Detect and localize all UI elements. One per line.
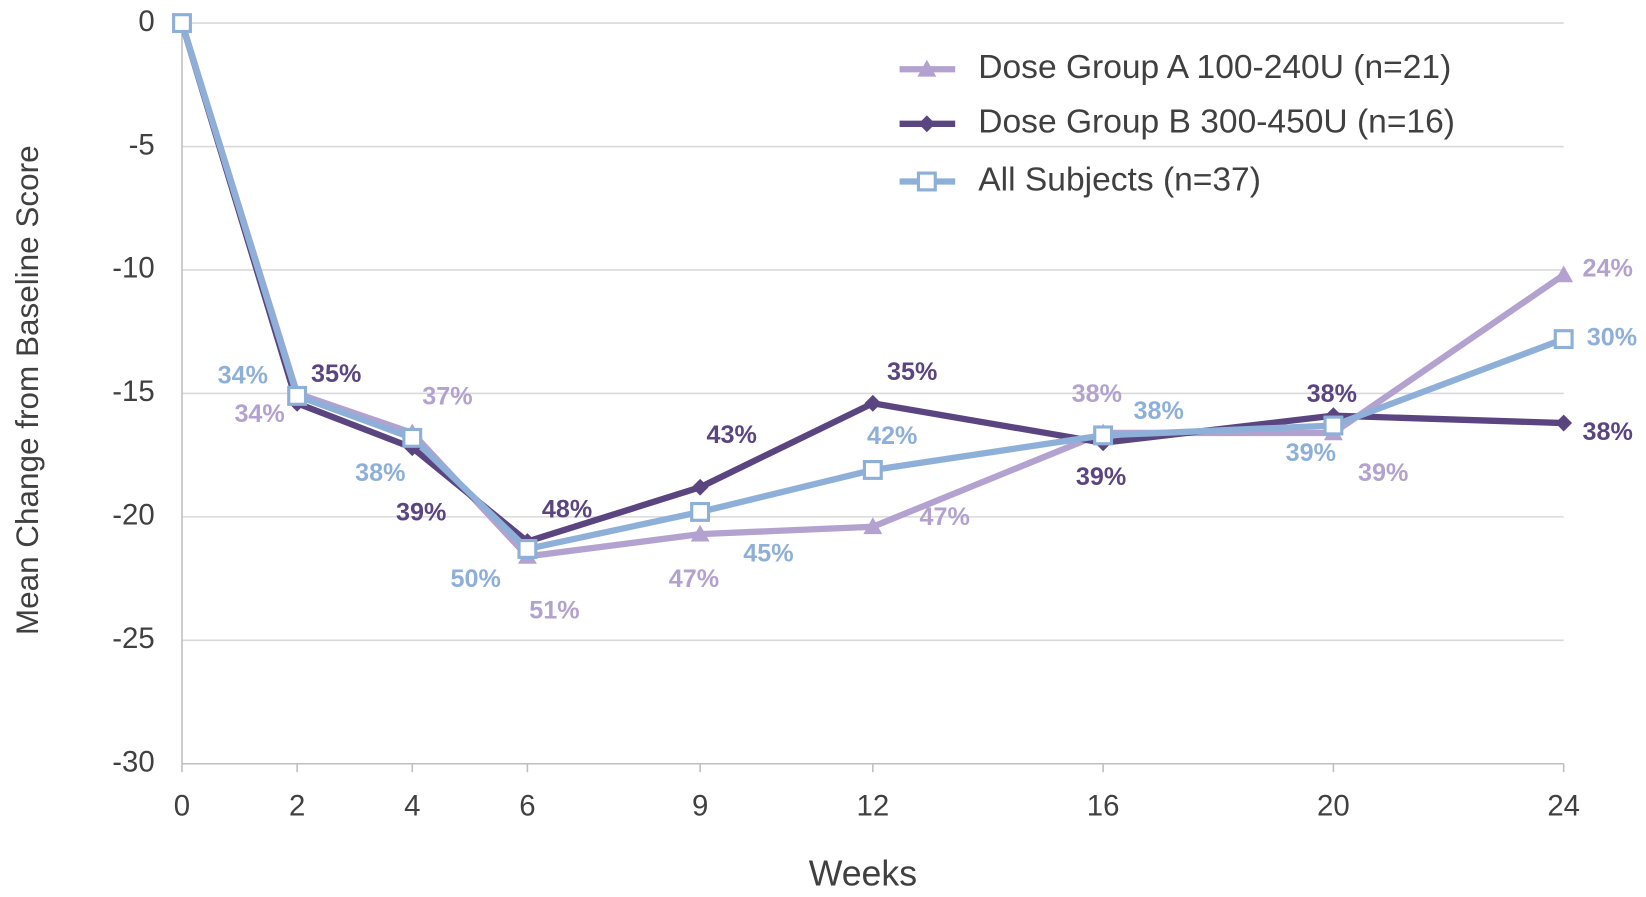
data-point bbox=[1093, 425, 1114, 446]
y-tick-label: -25 bbox=[112, 622, 154, 655]
legend-marker bbox=[917, 59, 937, 77]
y-tick-label: -5 bbox=[129, 128, 155, 161]
point-label: 37% bbox=[422, 382, 472, 410]
point-label: 35% bbox=[311, 360, 361, 388]
point-label: 34% bbox=[234, 400, 284, 428]
y-tick-label: 0 bbox=[138, 5, 154, 38]
legend-label: Dose Group B 300-450U (n=16) bbox=[978, 104, 1455, 141]
x-tick-label: 24 bbox=[1547, 790, 1580, 823]
point-label: 38% bbox=[355, 459, 405, 487]
x-tick-label: 9 bbox=[692, 790, 708, 823]
point-label: 39% bbox=[1358, 459, 1408, 487]
point-label: 50% bbox=[451, 565, 501, 593]
data-point bbox=[1555, 414, 1573, 432]
point-label: 51% bbox=[529, 596, 579, 624]
point-label: 38% bbox=[1134, 397, 1184, 425]
point-label: 38% bbox=[1307, 380, 1357, 408]
data-point bbox=[517, 538, 538, 559]
data-point bbox=[864, 394, 882, 412]
y-tick-label: -30 bbox=[112, 746, 154, 779]
x-tick-label: 6 bbox=[519, 790, 535, 823]
legend-label: Dose Group A 100-240U (n=21) bbox=[978, 49, 1451, 86]
x-tick-label: 12 bbox=[856, 790, 889, 823]
y-tick-label: -20 bbox=[112, 499, 154, 532]
legend-marker bbox=[918, 115, 936, 133]
point-label: 47% bbox=[669, 565, 719, 593]
legend-marker bbox=[916, 171, 937, 192]
data-point bbox=[1323, 415, 1344, 436]
data-point bbox=[691, 478, 709, 496]
point-label: 39% bbox=[396, 499, 446, 527]
x-axis-label: Weeks bbox=[809, 853, 917, 893]
data-point bbox=[863, 517, 883, 535]
data-point bbox=[287, 385, 308, 406]
point-label: 34% bbox=[218, 361, 268, 389]
data-point bbox=[1554, 265, 1574, 283]
point-label: 39% bbox=[1286, 439, 1336, 467]
point-label: 30% bbox=[1587, 324, 1637, 352]
data-point bbox=[862, 459, 883, 480]
point-label: 39% bbox=[1076, 463, 1126, 491]
point-label: 24% bbox=[1583, 254, 1633, 282]
data-point bbox=[690, 524, 710, 542]
legend-label: All Subjects (n=37) bbox=[978, 161, 1261, 198]
y-tick-label: -15 bbox=[112, 375, 154, 408]
x-tick-label: 16 bbox=[1087, 790, 1120, 823]
point-label: 38% bbox=[1583, 418, 1633, 446]
x-tick-label: 2 bbox=[289, 790, 305, 823]
point-label: 47% bbox=[920, 503, 970, 531]
point-label: 35% bbox=[887, 358, 937, 386]
point-label: 48% bbox=[542, 496, 592, 524]
point-label: 42% bbox=[867, 422, 917, 450]
data-point bbox=[1553, 329, 1574, 350]
x-tick-label: 0 bbox=[174, 790, 190, 823]
data-point bbox=[172, 13, 192, 34]
point-label: 43% bbox=[707, 421, 757, 449]
x-tick-label: 20 bbox=[1317, 790, 1350, 823]
data-point bbox=[402, 427, 423, 448]
y-axis-label: Mean Change from Baseline Score bbox=[10, 145, 45, 635]
point-label: 38% bbox=[1072, 380, 1122, 408]
data-point bbox=[690, 501, 711, 522]
x-tick-label: 4 bbox=[404, 790, 420, 823]
point-label: 45% bbox=[743, 540, 793, 568]
y-tick-label: -10 bbox=[112, 252, 154, 285]
